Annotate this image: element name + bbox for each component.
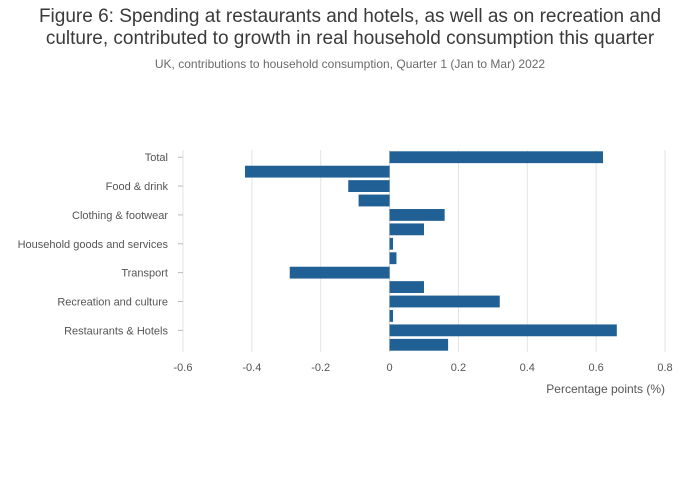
y-tick-label-4: Clothing & footwear (72, 210, 168, 222)
bar-6 (389, 237, 394, 250)
y-tick-label-12: Restaurants & Hotels (64, 325, 168, 337)
chart-title: Figure 6: Spending at restaurants and ho… (0, 6, 700, 50)
x-tick-label-1: -0.4 (242, 362, 261, 374)
y-tick-label-0: Total (145, 152, 168, 164)
y-tick-label-6: Household goods and services (18, 239, 169, 251)
bar-5 (389, 223, 424, 236)
x-tick-label-4: 0.2 (451, 362, 466, 374)
bar-layer (244, 151, 617, 351)
bar-13 (389, 338, 449, 351)
x-tick-label-7: 0.8 (657, 362, 672, 374)
bar-4 (389, 209, 445, 221)
chart-title-line-1: Figure 6: Spending at restaurants and ho… (38, 6, 662, 27)
chart-title-line-2: culture, contributed to growth in real h… (45, 28, 655, 49)
grid-layer (182, 150, 666, 352)
bar-0 (389, 151, 604, 164)
bar-8 (289, 266, 390, 279)
bar-1 (244, 165, 390, 178)
bar-11 (389, 310, 394, 322)
bar-7 (389, 252, 397, 265)
bar-9 (389, 281, 424, 293)
x-tick-label-5: 0.4 (520, 362, 535, 374)
x-tick-label-2: -0.2 (311, 362, 330, 374)
bar-2 (348, 180, 390, 192)
bar-10 (389, 295, 500, 308)
x-tick-label-3: 0 (387, 362, 393, 374)
x-tick-label-0: -0.6 (174, 362, 193, 374)
x-tick-labels: -0.6 -0.4 -0.2 0 0.2 0.4 0.6 0.8 (174, 362, 673, 374)
x-axis-title: Percentage points (%) (546, 382, 665, 396)
y-tick-label-2: Food & drink (106, 181, 169, 193)
y-tick-label-10: Recreation and culture (57, 297, 168, 309)
bar-3 (358, 194, 390, 207)
y-tick-label-8: Transport (121, 268, 168, 280)
y-tick-labels: Total Food & drink Clothing & footwear Hous… (18, 152, 183, 337)
x-tick-label-6: 0.6 (588, 362, 603, 374)
bar-12 (389, 324, 617, 337)
chart-subtitle: UK, contributions to household consumpti… (154, 57, 546, 71)
